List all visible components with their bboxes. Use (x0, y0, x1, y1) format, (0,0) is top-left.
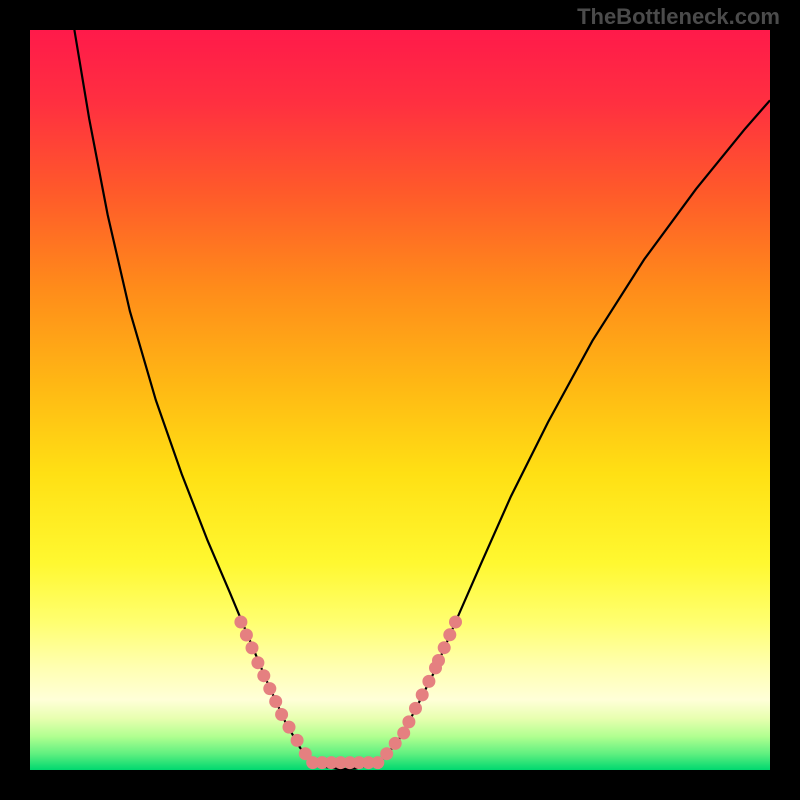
curve-line (74, 30, 770, 769)
curve-marker-dot (389, 737, 402, 750)
plot-area (30, 30, 770, 770)
curve-marker-dot (422, 675, 435, 688)
curve-marker-dot (432, 654, 445, 667)
curve-marker-dot (269, 695, 282, 708)
curve-marker-dot (257, 669, 270, 682)
curve-marker-dot (234, 616, 247, 629)
curve-marker-dot (438, 641, 451, 654)
curve-marker-dot (275, 708, 288, 721)
curve-marker-dot (263, 682, 276, 695)
bottleneck-curve (30, 30, 770, 770)
curve-marker-dot (283, 721, 296, 734)
curve-marker-dot (402, 715, 415, 728)
watermark-text: TheBottleneck.com (577, 4, 780, 30)
curve-marker-dot (397, 727, 410, 740)
curve-marker-dot (409, 702, 422, 715)
curve-marker-dot (443, 628, 456, 641)
curve-marker-dot (240, 629, 253, 642)
curve-marker-dot (246, 641, 259, 654)
chart-frame: TheBottleneck.com (0, 0, 800, 800)
curve-markers (234, 616, 462, 770)
curve-marker-dot (449, 616, 462, 629)
curve-marker-dot (380, 747, 393, 760)
curve-marker-dot (291, 734, 304, 747)
curve-marker-dot (416, 688, 429, 701)
curve-marker-dot (251, 656, 264, 669)
